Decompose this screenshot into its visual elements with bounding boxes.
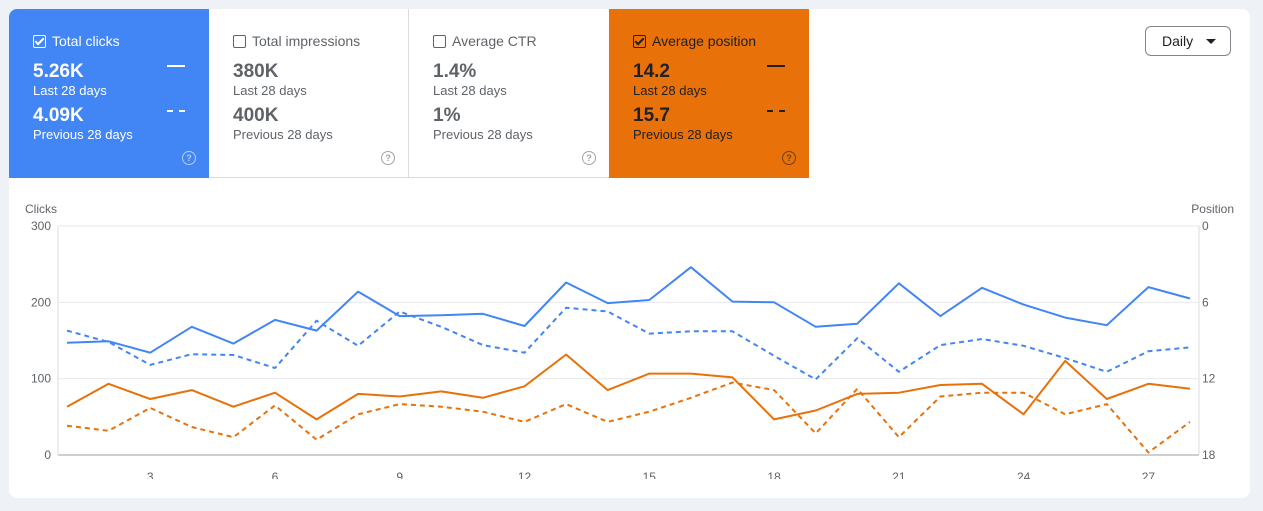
- y-right-tick-label: 18: [1202, 448, 1216, 462]
- metric-current-value: 5.26K: [33, 61, 84, 82]
- x-tick-label: 15: [643, 470, 657, 479]
- y-left-tick-label: 100: [31, 372, 51, 386]
- metric-label: Average CTR: [452, 33, 537, 49]
- total-impressions-checkbox[interactable]: [233, 34, 246, 48]
- y-right-tick-label: 12: [1202, 372, 1216, 386]
- performance-card: Total clicks 5.26K Last 28 days 4.09K Pr…: [9, 9, 1250, 498]
- metric-label: Total clicks: [52, 33, 120, 49]
- metric-current-period: Last 28 days: [33, 83, 107, 98]
- y-left-tick-label: 200: [31, 295, 51, 309]
- granularity-dropdown[interactable]: Daily: [1145, 26, 1231, 56]
- metric-previous-value: 1%: [433, 105, 461, 126]
- x-tick-label: 24: [1017, 470, 1031, 479]
- metric-previous-period: Previous 28 days: [33, 127, 133, 142]
- metric-average-position[interactable]: Average position 14.2 Last 28 days 15.7 …: [609, 9, 809, 178]
- metric-current-period: Last 28 days: [633, 83, 707, 98]
- metric-previous-value: 4.09K: [33, 105, 84, 126]
- average-ctr-checkbox[interactable]: [433, 34, 446, 48]
- metric-previous-period: Previous 28 days: [433, 127, 533, 142]
- metric-label: Average position: [652, 33, 757, 49]
- help-circle-icon[interactable]: ?: [582, 151, 596, 165]
- axis-ticks: 0 100 200 300 0 6 12 18 3 6 9 12 15 18 21 24 27: [31, 219, 1216, 479]
- x-tick-label: 9: [396, 470, 403, 479]
- series-lines: [66, 266, 1191, 454]
- series-line-position-last-28-days: [66, 353, 1191, 421]
- solid-line-legend-icon: [767, 65, 785, 67]
- granularity-value: Daily: [1162, 33, 1194, 49]
- performance-chart: Clicks Position 0 100 200 300 0 6 12 18 3 6 9 12 15 1…: [25, 202, 1234, 479]
- metric-average-ctr[interactable]: Average CTR 1.4% Last 28 days 1% Previou…: [409, 9, 609, 178]
- metric-previous-period: Previous 28 days: [633, 127, 733, 142]
- x-tick-label: 3: [147, 470, 154, 479]
- right-axis-title: Position: [1191, 202, 1234, 216]
- dashed-line-legend-icon: [767, 110, 785, 112]
- metric-total-impressions[interactable]: Total impressions 380K Last 28 days 400K…: [209, 9, 409, 178]
- x-tick-label: 27: [1142, 470, 1156, 479]
- x-tick-label: 18: [767, 470, 781, 479]
- x-tick-label: 12: [518, 470, 532, 479]
- metric-label: Total impressions: [252, 33, 361, 49]
- metric-current-period: Last 28 days: [233, 83, 307, 98]
- help-circle-icon[interactable]: ?: [381, 151, 395, 165]
- grid-lines: [57, 225, 1200, 456]
- x-tick-label: 6: [272, 470, 279, 479]
- series-line-clicks-previous-28-days: [66, 306, 1191, 381]
- series-line-position-previous-28-days: [66, 381, 1191, 454]
- metric-total-clicks[interactable]: Total clicks 5.26K Last 28 days 4.09K Pr…: [9, 9, 209, 178]
- y-left-tick-label: 0: [44, 448, 51, 462]
- metric-current-value: 1.4%: [433, 61, 477, 82]
- metric-current-value: 14.2: [633, 61, 670, 82]
- left-axis-title: Clicks: [25, 202, 57, 216]
- average-position-checkbox[interactable]: [633, 34, 646, 48]
- dropdown-arrow-icon: [1206, 39, 1216, 44]
- total-clicks-checkbox[interactable]: [33, 34, 46, 48]
- metric-previous-value: 15.7: [633, 105, 670, 126]
- x-tick-label: 21: [892, 470, 906, 479]
- series-line-clicks-last-28-days: [66, 266, 1191, 354]
- solid-line-legend-icon: [167, 65, 185, 67]
- y-left-tick-label: 300: [31, 219, 51, 233]
- metric-current-value: 380K: [233, 61, 279, 82]
- help-circle-icon[interactable]: ?: [782, 151, 796, 165]
- metric-previous-period: Previous 28 days: [233, 127, 333, 142]
- dashed-line-legend-icon: [167, 110, 185, 112]
- metric-current-period: Last 28 days: [433, 83, 507, 98]
- help-circle-icon[interactable]: ?: [182, 151, 196, 165]
- y-right-tick-label: 0: [1202, 219, 1209, 233]
- y-right-tick-label: 6: [1202, 295, 1209, 309]
- metric-previous-value: 400K: [233, 105, 279, 126]
